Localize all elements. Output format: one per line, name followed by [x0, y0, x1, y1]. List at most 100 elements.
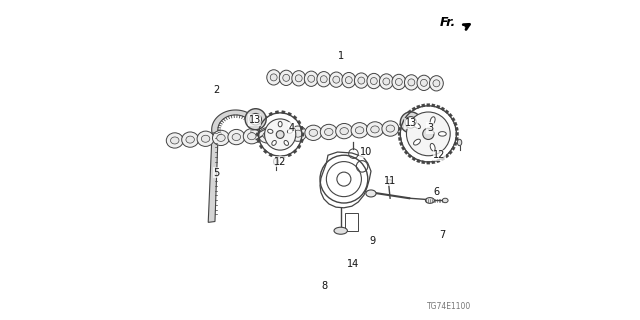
Text: 2: 2 [213, 85, 220, 95]
Wedge shape [401, 117, 405, 121]
Text: 5: 5 [213, 168, 220, 178]
Wedge shape [449, 113, 452, 117]
Wedge shape [287, 153, 292, 157]
Ellipse shape [430, 117, 435, 124]
Wedge shape [454, 142, 458, 146]
Wedge shape [408, 110, 412, 114]
Ellipse shape [351, 123, 368, 138]
Wedge shape [282, 155, 285, 158]
Ellipse shape [383, 78, 390, 85]
Wedge shape [436, 159, 440, 163]
Ellipse shape [287, 129, 292, 133]
Ellipse shape [270, 74, 277, 81]
Ellipse shape [387, 180, 392, 184]
Text: 11: 11 [384, 176, 396, 186]
Ellipse shape [182, 132, 198, 147]
Wedge shape [431, 104, 435, 107]
Text: 7: 7 [440, 230, 446, 240]
Circle shape [423, 128, 434, 140]
Text: 4: 4 [288, 123, 294, 133]
Wedge shape [455, 127, 458, 131]
Ellipse shape [333, 76, 340, 83]
Wedge shape [454, 122, 458, 126]
Wedge shape [300, 139, 303, 143]
Wedge shape [275, 111, 278, 114]
Ellipse shape [367, 73, 381, 89]
Circle shape [250, 113, 261, 125]
Ellipse shape [380, 74, 393, 89]
Ellipse shape [212, 130, 230, 146]
Wedge shape [422, 161, 425, 164]
Wedge shape [300, 126, 303, 130]
Ellipse shape [305, 71, 318, 86]
Ellipse shape [367, 122, 383, 137]
Wedge shape [451, 146, 455, 150]
Ellipse shape [392, 74, 406, 90]
Ellipse shape [305, 125, 322, 140]
Wedge shape [451, 117, 455, 121]
Circle shape [245, 109, 266, 130]
Ellipse shape [371, 126, 379, 133]
Wedge shape [259, 145, 263, 149]
Wedge shape [301, 133, 304, 136]
Wedge shape [398, 127, 401, 131]
Ellipse shape [366, 190, 376, 197]
Ellipse shape [442, 198, 448, 203]
Ellipse shape [267, 70, 280, 85]
Ellipse shape [289, 126, 307, 141]
Ellipse shape [197, 131, 214, 147]
Text: 10: 10 [360, 147, 372, 157]
Wedge shape [259, 120, 263, 124]
Text: 13: 13 [404, 118, 417, 128]
Ellipse shape [202, 135, 210, 142]
Ellipse shape [358, 77, 365, 84]
Wedge shape [445, 154, 449, 158]
Wedge shape [399, 122, 403, 126]
Wedge shape [297, 120, 301, 124]
Polygon shape [208, 132, 218, 222]
Ellipse shape [320, 124, 337, 140]
Wedge shape [408, 154, 412, 158]
Wedge shape [455, 137, 458, 141]
Text: 11: 11 [384, 176, 396, 186]
Ellipse shape [278, 131, 287, 138]
Text: 5: 5 [213, 168, 220, 178]
Ellipse shape [420, 79, 428, 86]
Ellipse shape [284, 140, 289, 145]
Wedge shape [398, 137, 401, 141]
Ellipse shape [433, 80, 440, 87]
Text: 1: 1 [338, 52, 344, 61]
Text: 3: 3 [427, 123, 433, 133]
Wedge shape [293, 149, 297, 154]
Text: 2: 2 [213, 85, 220, 95]
Ellipse shape [404, 75, 419, 90]
Text: 6: 6 [433, 187, 439, 197]
Wedge shape [412, 157, 416, 161]
Wedge shape [404, 113, 408, 117]
Ellipse shape [294, 130, 302, 137]
Ellipse shape [243, 129, 260, 144]
Polygon shape [212, 110, 259, 140]
Wedge shape [269, 153, 273, 157]
Text: 14: 14 [348, 259, 360, 268]
Ellipse shape [292, 71, 306, 86]
Ellipse shape [438, 132, 446, 136]
Ellipse shape [426, 197, 435, 203]
Ellipse shape [308, 75, 315, 82]
Ellipse shape [248, 133, 256, 140]
Ellipse shape [259, 128, 276, 143]
Text: 8: 8 [322, 281, 328, 291]
Ellipse shape [279, 70, 293, 85]
Wedge shape [431, 161, 435, 164]
Text: 3: 3 [427, 123, 433, 133]
Ellipse shape [295, 75, 302, 82]
Wedge shape [282, 111, 285, 114]
Wedge shape [441, 107, 445, 111]
Ellipse shape [232, 133, 241, 140]
Ellipse shape [371, 77, 377, 84]
Ellipse shape [430, 143, 435, 151]
Ellipse shape [429, 76, 444, 91]
Text: 13: 13 [404, 118, 417, 128]
Wedge shape [263, 149, 268, 154]
Text: 12: 12 [274, 156, 286, 167]
